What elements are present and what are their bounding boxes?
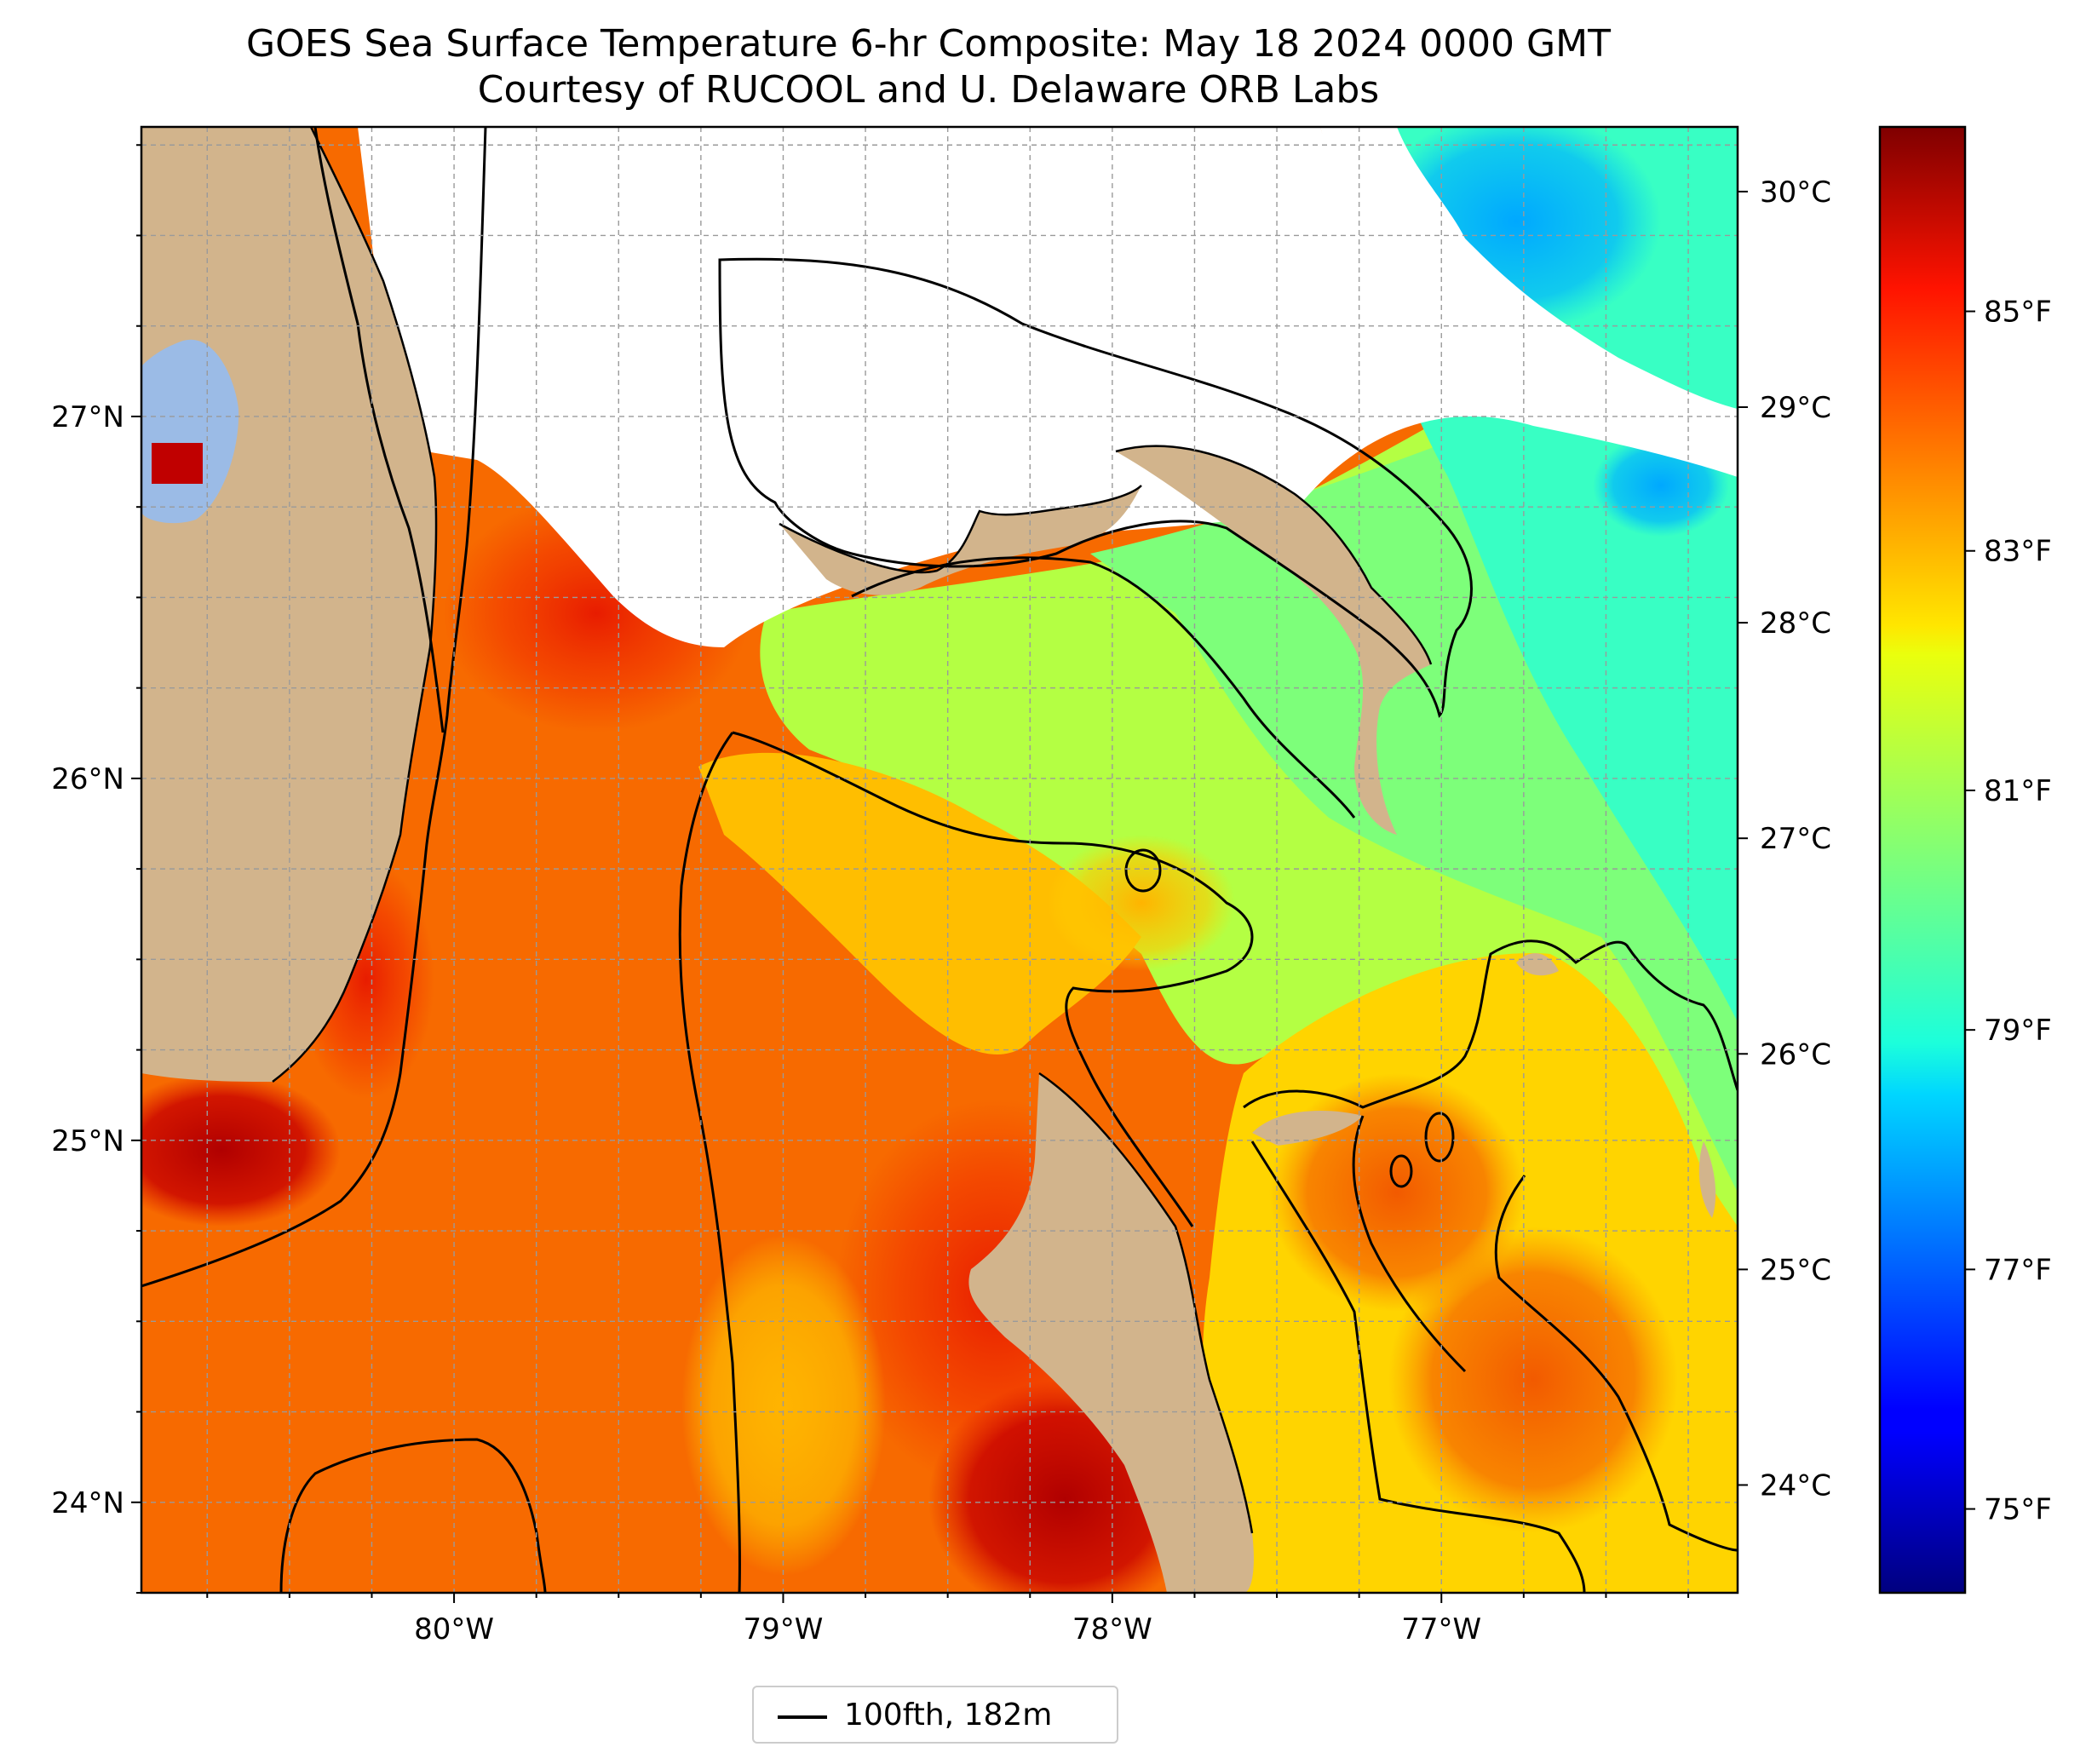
map-frame [140, 125, 1739, 1594]
coastlines [272, 127, 1433, 1534]
lon-tick-label: 77°W [1401, 1612, 1481, 1646]
andros-island [968, 1073, 1254, 1593]
new-providence [1252, 1111, 1363, 1146]
colorbar [1878, 125, 1967, 1594]
fahrenheit-tick-label: 79°F [1984, 1014, 2052, 1048]
contour-legend-line [778, 1715, 827, 1719]
longitude-axis: 80°W 79°W 78°W 77°W [414, 1612, 1481, 1646]
fahrenheit-tick-label: 77°F [1984, 1253, 2052, 1287]
lon-tick-label: 80°W [414, 1612, 494, 1646]
fahrenheit-tick-label: 75°F [1984, 1493, 2052, 1527]
sst-hot-core-florida-bay [141, 1073, 341, 1227]
sst-yellow-patch [1048, 835, 1235, 971]
sst-warm-eddy-2 [1388, 1227, 1678, 1533]
eleuthera-north [1516, 953, 1559, 976]
colorbar-fahrenheit-axis: 75°F 77°F 79°F 81°F 83°F 85°F [1984, 296, 2052, 1527]
map-gridlines [141, 127, 1738, 1594]
sst-field [141, 127, 1738, 1593]
latitude-axis: 24°N 25°N 26°N 27°N [51, 400, 124, 1520]
lat-tick-label: 27°N [51, 400, 124, 434]
lat-tick-label: 25°N [51, 1124, 124, 1158]
lake-warm-pixels [152, 443, 203, 484]
fahrenheit-tick-label: 81°F [1984, 774, 2052, 808]
contour-legend-label: 100fth, 182m [844, 1698, 1053, 1732]
map-title-line2: Courtesy of RUCOOL and U. Delaware ORB L… [477, 68, 1380, 112]
fahrenheit-tick-label: 83°F [1984, 535, 2052, 569]
grand-bahama [779, 486, 1141, 595]
sst-yellow-tongue [698, 752, 1141, 1054]
lat-tick-label: 26°N [51, 762, 124, 796]
lon-tick-label: 79°W [744, 1612, 824, 1646]
map-legend: 100fth, 182m [752, 1686, 1118, 1744]
lon-tick-label: 78°W [1072, 1612, 1152, 1646]
map-title-line1: GOES Sea Surface Temperature 6-hr Compos… [246, 22, 1611, 66]
celsius-tick-label: 30°C [1760, 175, 1831, 210]
abaco-islands [1116, 445, 1431, 835]
celsius-tick-label: 27°C [1760, 822, 1831, 856]
contour-100fth [141, 127, 1738, 1593]
celsius-tick-label: 26°C [1760, 1037, 1831, 1072]
celsius-tick-label: 28°C [1760, 606, 1831, 641]
celsius-tick-label: 24°C [1760, 1468, 1831, 1503]
tick-marks [131, 144, 1975, 1603]
celsius-tick-label: 29°C [1760, 391, 1831, 425]
colorbar-celsius-axis: 24°C 25°C 26°C 27°C 28°C 29°C 30°C [1760, 175, 1831, 1503]
no-data-northeast [1320, 127, 1738, 460]
celsius-tick-label: 25°C [1760, 1253, 1831, 1287]
eleuthera-south [1698, 1141, 1716, 1218]
fahrenheit-tick-label: 85°F [1984, 296, 2052, 330]
lat-tick-label: 24°N [51, 1486, 124, 1520]
